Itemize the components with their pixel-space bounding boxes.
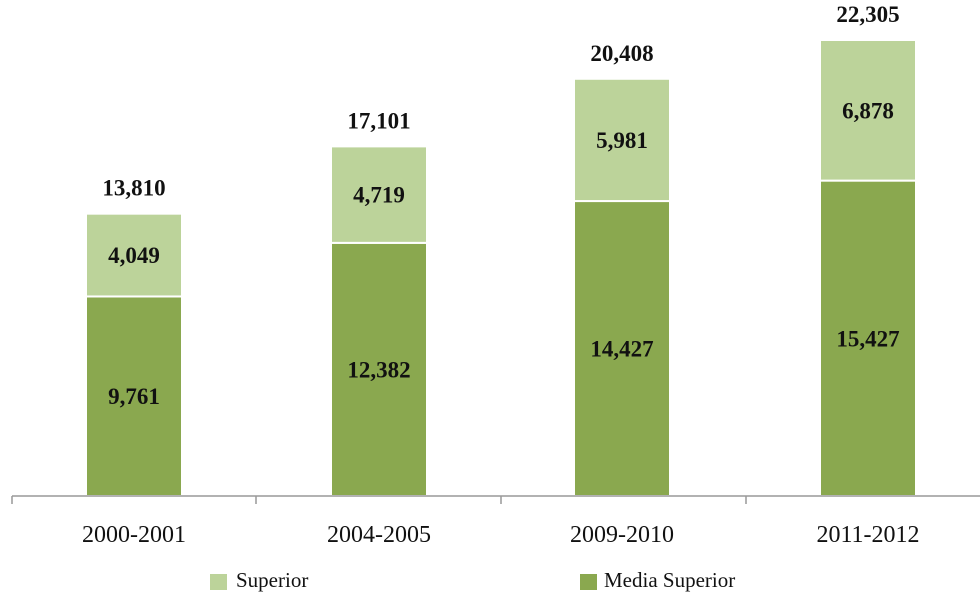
data-label-superior-3: 5,981 <box>596 128 648 153</box>
x-tick-label-3: 2009-2010 <box>570 522 674 548</box>
x-tick-label-2: 2004-2005 <box>327 522 431 548</box>
data-label-superior-4: 6,878 <box>842 98 894 123</box>
legend-swatch-media-superior <box>580 574 597 590</box>
bar-superior-2 <box>330 145 428 244</box>
bar-superior-3 <box>573 77 671 203</box>
legend-label-media-superior: Media Superior <box>604 568 735 592</box>
data-label-superior-1: 4,049 <box>108 243 160 268</box>
x-tick-label-4: 2011-2012 <box>816 522 919 548</box>
legend-label-superior: Superior <box>236 568 308 592</box>
total-label-3: 20,408 <box>590 41 653 66</box>
total-label-1: 13,810 <box>102 176 165 201</box>
total-label-2: 17,101 <box>347 108 410 133</box>
legend-swatch-superior <box>210 574 227 590</box>
data-label-media-superior-3: 14,427 <box>590 337 653 362</box>
bar-media-superior-3 <box>573 200 671 498</box>
data-label-media-superior-1: 9,761 <box>108 384 160 409</box>
data-label-media-superior-4: 15,427 <box>836 326 899 351</box>
data-label-superior-2: 4,719 <box>353 183 405 208</box>
bar-media-superior-1 <box>85 295 183 497</box>
total-label-4: 22,305 <box>836 2 899 27</box>
data-label-media-superior-2: 12,382 <box>347 357 410 382</box>
bar-superior-1 <box>85 212 183 298</box>
bar-superior-4 <box>819 39 917 182</box>
x-tick-label-1: 2000-2001 <box>82 522 186 548</box>
